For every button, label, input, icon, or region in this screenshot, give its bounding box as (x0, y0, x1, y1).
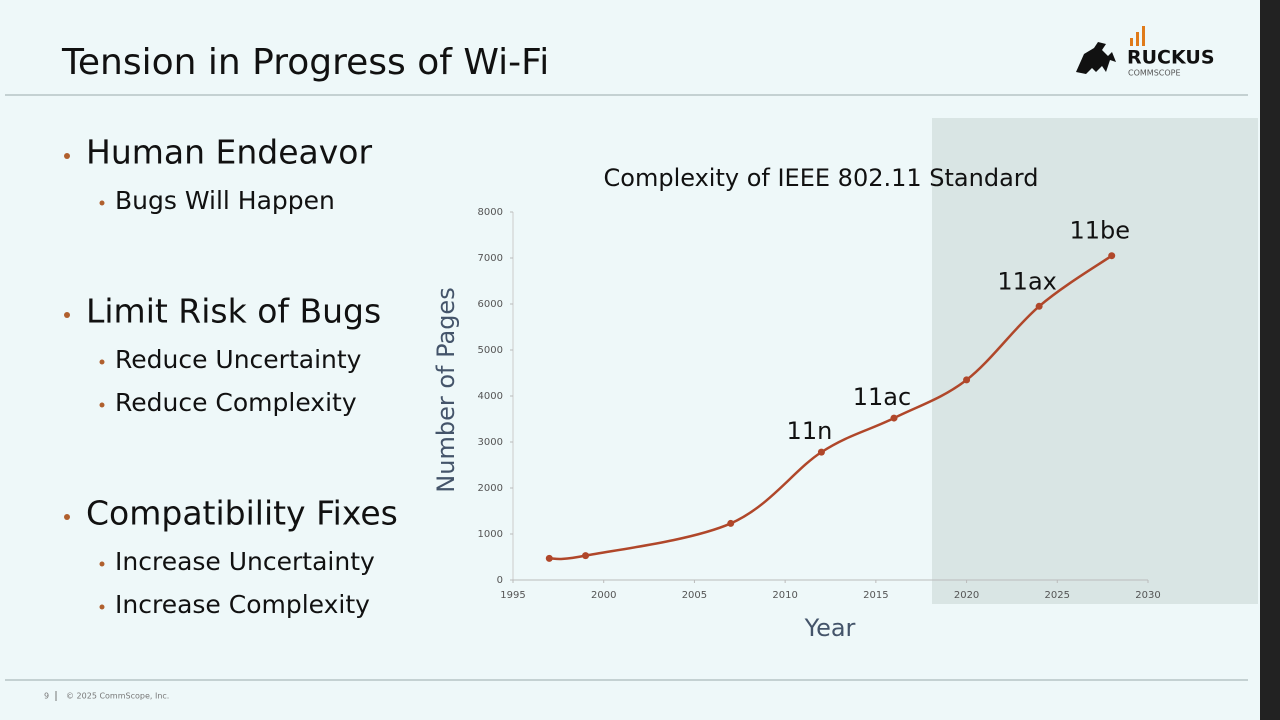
x-tick-label: 2010 (772, 590, 797, 601)
logo-text: RUCKUS (1127, 47, 1215, 69)
y-tick-label: 8000 (478, 207, 503, 218)
bullet: Human Endeavor (86, 133, 372, 172)
x-tick-label: 2020 (954, 590, 979, 601)
x-tick-label: 2005 (682, 590, 707, 601)
x-tick-label: 1995 (500, 590, 525, 601)
data-point (963, 376, 971, 384)
bullet-dot (64, 514, 70, 520)
logo-bar (1136, 32, 1139, 46)
y-tick-label: 2000 (478, 483, 503, 494)
sub-bullet: Reduce Complexity (115, 388, 357, 417)
logo-bar (1130, 38, 1133, 46)
data-point (817, 448, 825, 456)
bullet: Compatibility Fixes (86, 494, 398, 533)
bullet: Limit Risk of Bugs (86, 292, 381, 331)
sub-bullet: Bugs Will Happen (115, 186, 335, 215)
sub-bullet-dot (99, 561, 105, 567)
data-point (545, 554, 553, 562)
y-tick-label: 7000 (478, 253, 503, 264)
y-axis-label: Number of Pages (432, 287, 460, 492)
x-tick-label: 2000 (591, 590, 616, 601)
annotation: 11ac (853, 383, 911, 411)
annotation: 11n (787, 417, 833, 445)
annotation: 11ax (997, 267, 1056, 295)
y-tick-label: 3000 (478, 437, 503, 448)
chart-title: Complexity of IEEE 802.11 Standard (604, 164, 1039, 192)
logo-subtext: COMMSCOPE (1128, 69, 1181, 78)
sub-bullet: Increase Uncertainty (115, 547, 375, 576)
x-tick-label: 2025 (1045, 590, 1070, 601)
data-point (1035, 302, 1043, 310)
data-point (727, 519, 735, 527)
bullet-dot (64, 153, 70, 159)
sub-bullet-dot (99, 359, 105, 365)
logo-dog (1076, 42, 1116, 74)
bullet-dot (64, 312, 70, 318)
data-line (549, 254, 1113, 561)
logo-bar (1142, 26, 1145, 46)
y-tick-label: 0 (497, 575, 503, 586)
x-tick-label: 2030 (1135, 590, 1160, 601)
data-point (1108, 252, 1116, 260)
data-point (890, 414, 898, 422)
y-tick-label: 1000 (478, 529, 503, 540)
sub-bullet: Reduce Uncertainty (115, 345, 362, 374)
y-tick-label: 4000 (478, 391, 503, 402)
x-axis-label: Year (804, 614, 856, 642)
sub-bullet: Increase Complexity (115, 590, 370, 619)
frame-edge (1260, 0, 1280, 720)
x-tick-label: 2015 (863, 590, 888, 601)
sub-bullet-dot (99, 200, 105, 206)
y-tick-label: 5000 (478, 345, 503, 356)
sub-bullet-dot (99, 402, 105, 408)
annotation: 11be (1069, 217, 1130, 245)
y-tick-label: 6000 (478, 299, 503, 310)
slide-title: Tension in Progress of Wi-Fi (61, 42, 549, 83)
copyright: © 2025 CommScope, Inc. (66, 692, 169, 701)
data-point (582, 552, 590, 560)
page-number: 9 (44, 692, 49, 701)
sub-bullet-dot (99, 604, 105, 610)
